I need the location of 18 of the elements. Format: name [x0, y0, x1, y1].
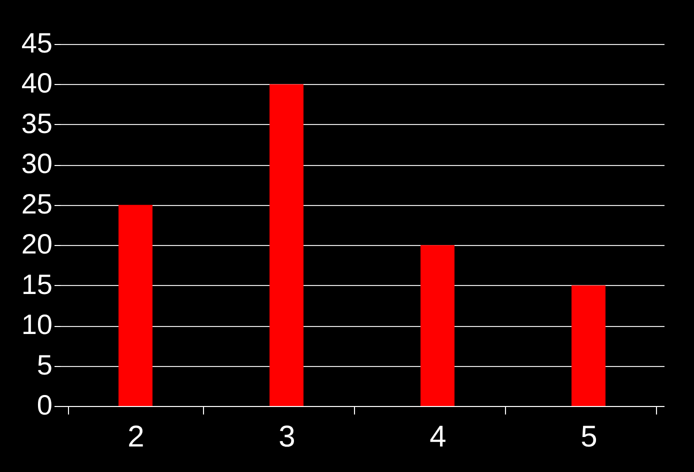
bar — [118, 204, 152, 406]
y-tick-label: 5 — [36, 349, 52, 380]
y-tick-label: 0 — [36, 390, 52, 420]
y-tick-label: 15 — [21, 268, 52, 300]
y-tick-label: 45 — [21, 28, 52, 58]
x-tick-label: 3 — [278, 420, 296, 454]
x-tick-label: 4 — [430, 420, 446, 454]
y-tick-label: 40 — [21, 68, 52, 99]
x-tick-label: 5 — [580, 420, 598, 454]
x-tick-label: 2 — [128, 420, 144, 454]
y-tick-label: 10 — [21, 309, 52, 340]
y-tick-label: 35 — [21, 108, 52, 139]
bar — [572, 285, 606, 406]
y-tick-label: 20 — [21, 228, 52, 260]
y-tick-label: 30 — [21, 148, 52, 180]
bar — [420, 245, 454, 406]
y-tick-label: 25 — [21, 188, 52, 220]
bar — [270, 84, 304, 406]
